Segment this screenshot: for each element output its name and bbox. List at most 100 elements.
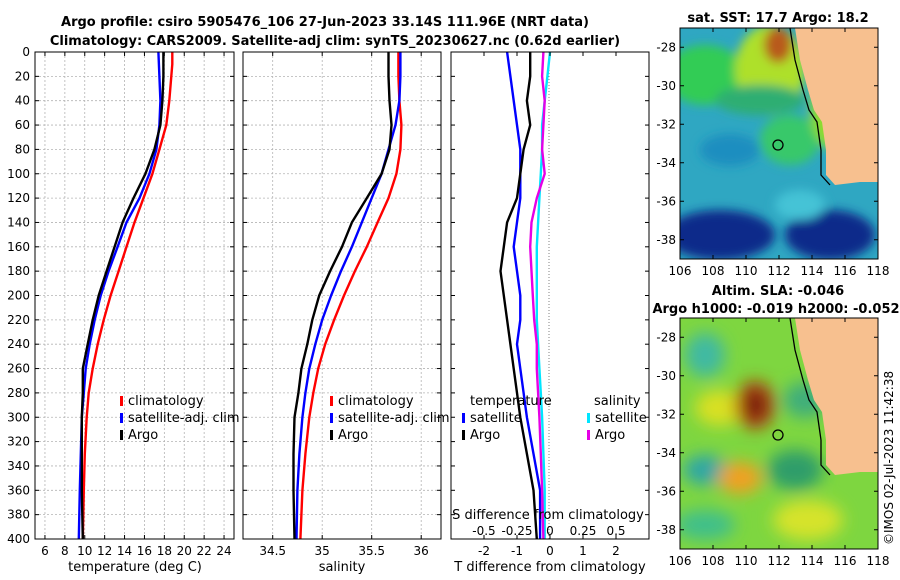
x-tick-label: 20	[177, 544, 192, 558]
salinity-diff-tick-label: -0.5	[472, 524, 495, 538]
lon-tick-label: 116	[834, 554, 857, 568]
salinity-diff-tick-label: -0.25	[501, 524, 532, 538]
legend-swatch-argo	[120, 430, 123, 440]
legend-swatch-satellite-sal	[587, 413, 590, 423]
lat-tick-label: -36	[656, 484, 676, 498]
figure-title-line1: Argo profile: csiro 5905476_106 27-Jun-2…	[61, 15, 589, 30]
lat-tick-label: -34	[656, 446, 676, 460]
lat-tick-label: -38	[656, 233, 676, 247]
legend-swatch-climatology	[330, 396, 333, 406]
depth-tick-label: 360	[7, 483, 30, 497]
temperature-difference-label: T difference from climatology	[453, 560, 646, 575]
lat-tick-label: -34	[656, 156, 676, 170]
salinity-xlabel: salinity	[319, 560, 366, 575]
lat-tick-label: -28	[656, 40, 676, 54]
legend-label-argo-sal: Argo	[595, 428, 625, 443]
salinity-grid	[243, 51, 441, 540]
depth-tick-label: 200	[7, 289, 30, 303]
x-tick-label: 22	[197, 544, 212, 558]
difference-xticks: -2 -1 0 1 2	[451, 51, 649, 558]
lon-tick-label: 108	[702, 554, 725, 568]
lat-tick-label: -30	[656, 79, 676, 93]
sla-land	[795, 318, 878, 475]
legend-swatch-satellite-adj	[330, 413, 333, 423]
lon-tick-label: 114	[801, 264, 824, 278]
lat-tick-label: -30	[656, 369, 676, 383]
depth-tick-label: 220	[7, 313, 30, 327]
depth-tick-label: 120	[7, 191, 30, 205]
legend-label-climatology: climatology	[338, 394, 414, 409]
sla-argo-marker	[772, 429, 784, 441]
depth-tick-label: 140	[7, 215, 30, 229]
lon-tick-label: 118	[867, 264, 890, 278]
sla-field	[680, 318, 878, 549]
depth-tick-label: 320	[7, 435, 30, 449]
x-tick-label: 2	[612, 544, 620, 558]
x-tick-label: 36	[414, 544, 429, 558]
lat-tick-label: -36	[656, 194, 676, 208]
series-line-argo-2	[80, 52, 165, 540]
legend-swatch-satellite-temp	[462, 413, 465, 423]
imos-copyright: ©IMOS 02-Jul-2023 11:42:38	[882, 371, 896, 545]
lon-tick-label: 112	[768, 554, 791, 568]
legend-swatch-argo-temp	[462, 430, 465, 440]
salinity-diff-tick-label: 0	[546, 524, 554, 538]
difference-series	[499, 51, 552, 540]
legend-label-satellite-sal: satellite	[595, 411, 647, 426]
legend-header-temperature: temperature	[470, 394, 552, 409]
sst-map-title: sat. SST: 17.7 Argo: 18.2	[687, 11, 868, 26]
x-tick-label: 16	[137, 544, 152, 558]
sst-bathymetry-contour	[789, 28, 831, 186]
series-line-argo-2	[292, 52, 393, 540]
depth-tick-label: 0	[22, 45, 30, 59]
sst-map-panel: sat. SST: 17.7 Argo: 18.2 106 108 110 112 11…	[656, 11, 889, 278]
x-tick-label: 0	[546, 544, 554, 558]
depth-tick-label: 340	[7, 459, 30, 473]
sla-bathymetry-contour	[789, 318, 831, 476]
x-tick-label: 35	[315, 544, 330, 558]
difference-axes-frame	[450, 51, 650, 540]
salinity-series	[292, 52, 403, 540]
temperature-xlabel: temperature (deg C)	[68, 560, 202, 575]
series-line-argo-3	[529, 51, 546, 540]
legend-label-satellite-adj: satellite-adj. clim	[338, 411, 450, 426]
depth-tick-label: 40	[15, 94, 30, 108]
lat-tick-label: -28	[656, 330, 676, 344]
x-tick-label: 12	[97, 544, 112, 558]
series-line-satellite-adj-clim-1	[295, 52, 402, 540]
sla-lon-ticks: 106 108 110 112 114 116 118	[669, 318, 890, 568]
difference-salinity-ticks: -0.5 -0.25 0 0.25 0.5	[472, 524, 625, 538]
temperature-series	[77, 51, 174, 540]
lon-tick-label: 118	[867, 554, 890, 568]
lon-tick-label: 110	[735, 554, 758, 568]
legend-label-argo: Argo	[338, 428, 368, 443]
sst-lon-ticks: 106 108 110 112 114 116 118	[669, 28, 890, 278]
x-tick-label: -2	[478, 544, 490, 558]
depth-tick-label: 160	[7, 240, 30, 254]
x-tick-label: 34.5	[259, 544, 286, 558]
x-tick-label: 6	[41, 544, 49, 558]
depth-tick-label: 240	[7, 337, 30, 351]
depth-tick-label: 180	[7, 264, 30, 278]
figure-title-line2: Climatology: CARS2009. Satellite-adj cli…	[50, 34, 620, 49]
temperature-xticks: 6 8 10 12 14 16 18 20 22 24	[35, 51, 234, 558]
depth-tick-label: 60	[15, 118, 30, 132]
x-tick-label: 18	[157, 544, 172, 558]
legend-label-satellite-temp: satellite	[470, 411, 522, 426]
depth-yticks: 0 20 40 60 80 100 120 140 160 180 200 220 240 260 280 3…	[7, 45, 30, 546]
legend-label-argo-temp: Argo	[470, 428, 500, 443]
lon-tick-label: 116	[834, 264, 857, 278]
legend-swatch-satellite-adj	[120, 413, 123, 423]
salinity-xticks: 34.5 35 35.5 36	[243, 51, 441, 558]
sst-field	[680, 28, 878, 259]
x-tick-label: -1	[511, 544, 523, 558]
legend-swatch-argo	[330, 430, 333, 440]
x-tick-label: 10	[77, 544, 92, 558]
difference-legend: temperature satellite Argo salinity sate…	[462, 394, 647, 443]
legend-label-climatology: climatology	[128, 394, 204, 409]
legend-label-argo: Argo	[128, 428, 158, 443]
difference-panel: -2 -1 0 1 2 -0.5 -0.25 0 0.25 0.5 S difference f…	[450, 51, 650, 575]
sla-map-panel: Altim. SLA: -0.046 Argo h1000: -0.019 h2…	[652, 284, 899, 568]
x-tick-label: 14	[117, 544, 132, 558]
x-tick-label: 8	[61, 544, 69, 558]
